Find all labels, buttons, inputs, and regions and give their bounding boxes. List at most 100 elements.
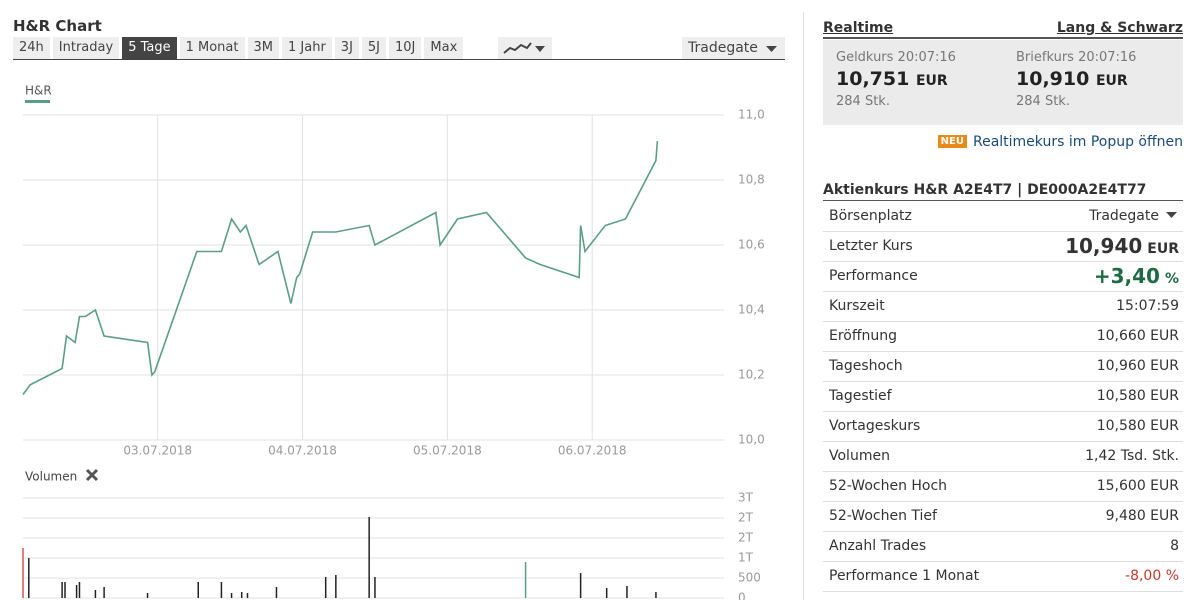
ask: Briefkurs 20:07:16 10,910 EUR 284 Stk. xyxy=(1016,50,1136,109)
row-value: 15,600 EUR xyxy=(1097,472,1179,501)
row-unit: EUR xyxy=(1147,241,1179,257)
row-value: 10,960 EUR xyxy=(1097,352,1179,381)
x-tick-label: 05.07.2018 xyxy=(413,444,482,458)
table-row: Kurszeit 15:07:59 xyxy=(823,292,1183,322)
table-row: Performance +3,40% xyxy=(823,262,1183,292)
y-tick-label: 500 xyxy=(738,571,761,585)
row-value-text: Tradegate xyxy=(1089,208,1159,224)
y-tick-label: 2T xyxy=(738,511,754,525)
popup-row: NEU Realtimekurs im Popup öffnen xyxy=(823,134,1183,150)
table-row: Performance 1 Monat -8,00 % xyxy=(823,562,1183,592)
table-row: Tagestief 10,580 EUR xyxy=(823,382,1183,412)
y-tick-label: 0 xyxy=(738,591,746,600)
exchange-select-label: Tradegate xyxy=(688,40,758,56)
row-value: 10,580 EUR xyxy=(1097,412,1179,441)
tab[interactable]: 1 Monat xyxy=(179,37,245,59)
row-value-text: 10,580 EUR xyxy=(1096,388,1179,404)
row-value[interactable]: Tradegate xyxy=(1089,202,1179,231)
row-label: Performance 1 Monat xyxy=(829,568,980,584)
y-tick-label: 10,8 xyxy=(738,173,765,187)
row-label: Performance xyxy=(829,268,918,284)
row-label: Tagestief xyxy=(829,388,892,404)
row-value-text: 10,580 EUR xyxy=(1096,418,1179,434)
row-value: 10,580 EUR xyxy=(1097,382,1179,411)
row-unit: % xyxy=(1164,271,1179,287)
arrow-icon xyxy=(1166,212,1177,218)
bid-currency: EUR xyxy=(915,73,948,89)
row-value: 8 xyxy=(1170,532,1179,561)
table-row: Volumen 1,42 Tsd. Stk. xyxy=(823,442,1183,472)
table-row: Letzter Kurs 10,940 EUR xyxy=(823,232,1183,262)
y-tick-label: 10,2 xyxy=(738,368,765,382)
row-label: 52-Wochen Tief xyxy=(829,508,937,524)
new-badge: NEU xyxy=(937,135,967,148)
y-tick-label: 1T xyxy=(738,551,754,565)
dropdown-arrow xyxy=(1159,208,1179,224)
popup-link[interactable]: Realtimekurs im Popup öffnen xyxy=(972,134,1183,150)
tab[interactable]: 3M xyxy=(247,37,279,59)
tab[interactable]: 5 Tage xyxy=(122,37,177,59)
tab[interactable]: 5J xyxy=(361,37,387,59)
y-tick-label: 10,6 xyxy=(738,238,765,252)
row-label: Kurszeit xyxy=(829,298,885,314)
table-row: Anzahl Trades 8 xyxy=(823,532,1183,562)
realtime-title: Realtime xyxy=(823,20,894,36)
ask-size: 284 Stk. xyxy=(1016,94,1070,109)
x-tick-label: 03.07.2018 xyxy=(123,444,192,458)
table-row: Börsenplatz Tradegate xyxy=(823,202,1183,232)
row-value: +3,40% xyxy=(1094,262,1179,294)
exchange-select[interactable]: Tradegate xyxy=(682,37,785,59)
table-row: Tageshoch 10,960 EUR xyxy=(823,352,1183,382)
row-value-text: -8,00 % xyxy=(1125,568,1179,584)
tab[interactable]: Max xyxy=(424,37,464,59)
row-value-text: 8 xyxy=(1170,538,1179,554)
row-value: 10,660 EUR xyxy=(1097,322,1179,351)
y-tick-label: 2T xyxy=(738,531,754,545)
y-tick-label: 10,0 xyxy=(738,433,765,447)
table-row: Vortageskurs 10,580 EUR xyxy=(823,412,1183,442)
tab[interactable]: 24h xyxy=(13,37,50,59)
bid: Geldkurs 20:07:16 10,751 EUR 284 Stk. xyxy=(836,50,956,109)
price-line xyxy=(22,140,659,395)
dropdown-arrow xyxy=(766,46,777,52)
chart-type-icon xyxy=(503,42,545,54)
row-value: 15:07:59 xyxy=(1116,292,1179,321)
realtime-source[interactable]: Lang & Schwarz xyxy=(1056,20,1183,36)
row-value: -8,00 % xyxy=(1125,562,1179,591)
bid-size: 284 Stk. xyxy=(836,94,890,109)
ask-price: 10,910 xyxy=(1016,68,1090,90)
row-value-text: 10,660 EUR xyxy=(1096,328,1179,344)
tab[interactable]: 10J xyxy=(389,37,422,59)
table-row: 52-Wochen Tief 9,480 EUR xyxy=(823,502,1183,532)
chart-type-button[interactable] xyxy=(498,37,552,59)
row-label: Börsenplatz xyxy=(829,208,912,224)
y-tick-label: 11,0 xyxy=(738,108,765,122)
realtime-box: Geldkurs 20:07:16 10,751 EUR 284 Stk. Br… xyxy=(823,40,1183,125)
table-row: Eröffnung 10,660 EUR xyxy=(823,322,1183,352)
bid-price: 10,751 xyxy=(836,68,910,90)
y-tick-label: 3T xyxy=(738,491,754,505)
row-value-text: 15,600 EUR xyxy=(1096,478,1179,494)
tab[interactable]: 3J xyxy=(334,37,359,59)
tab-underline xyxy=(13,59,785,60)
row-value: 1,42 Tsd. Stk. xyxy=(1085,442,1179,471)
tab[interactable]: 1 Jahr xyxy=(282,37,332,59)
bid-label: Geldkurs 20:07:16 xyxy=(836,50,956,65)
row-value-text: +3,40 xyxy=(1093,264,1160,288)
row-label: Letzter Kurs xyxy=(829,238,913,254)
tab-bar: 24h Intraday 5 Tage 1 Monat 3M 1 Jahr 3J 5J 10J M… xyxy=(13,37,464,59)
divider xyxy=(803,12,804,600)
table-title: Aktienkurs H&R A2E4T7 | DE000A2E4T77 xyxy=(823,182,1183,201)
chart: 10,0 10,2 10,4 10,6 10,8 11,0 03.07.2018 04.07.… xyxy=(22,84,765,600)
row-value-text: 1,42 Tsd. Stk. xyxy=(1085,448,1179,464)
x-tick-label: 06.07.2018 xyxy=(558,444,627,458)
y-tick-label: 10,4 xyxy=(738,303,765,317)
row-value: 10,940 EUR xyxy=(1065,232,1179,264)
legend-label: H&R xyxy=(25,84,52,98)
row-label: Volumen xyxy=(829,448,890,464)
tab[interactable]: Intraday xyxy=(52,37,120,59)
row-label: Vortageskurs xyxy=(829,418,921,434)
row-label: Anzahl Trades xyxy=(829,538,927,554)
x-tick-label: 04.07.2018 xyxy=(268,444,337,458)
